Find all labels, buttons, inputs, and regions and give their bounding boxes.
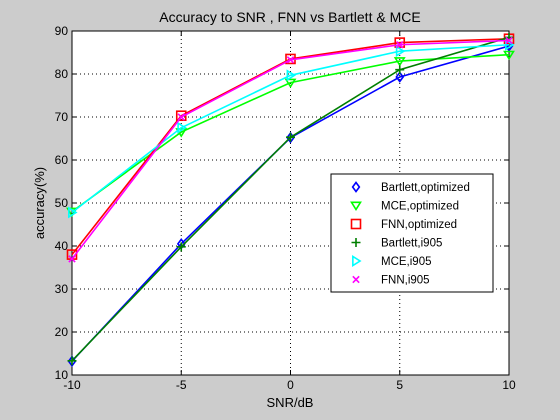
series-bartlett-i905 bbox=[67, 32, 514, 366]
data-point bbox=[395, 45, 406, 58]
legend-entry: FNN,optimized bbox=[350, 218, 457, 231]
data-point bbox=[68, 255, 76, 263]
legend-marker bbox=[351, 181, 361, 193]
legend-label: Bartlett,i905 bbox=[381, 238, 442, 250]
axis-ticks: -10 -5 0 5 10 10 20 30 40 50 60 70 80 90 bbox=[55, 24, 516, 392]
data-point bbox=[505, 38, 515, 51]
legend-label: FNN,i905 bbox=[381, 275, 430, 287]
x-tick-label: 10 bbox=[502, 378, 516, 392]
data-point bbox=[286, 132, 295, 142]
x-tick-label: 5 bbox=[396, 378, 403, 392]
series-group bbox=[66, 32, 515, 368]
chart-title: Accuracy to SNR , FNN vs Bartlett & MCE bbox=[159, 9, 420, 25]
legend-entry: Bartlett,i905 bbox=[351, 238, 442, 250]
data-point bbox=[394, 37, 406, 48]
data-point bbox=[286, 56, 295, 64]
legend-marker bbox=[351, 238, 361, 247]
legend-marker bbox=[352, 255, 362, 267]
data-point bbox=[395, 71, 405, 83]
y-tick-label: 10 bbox=[55, 368, 69, 382]
data-point bbox=[67, 356, 77, 366]
y-tick-label: 90 bbox=[55, 24, 69, 38]
legend-marker bbox=[350, 218, 362, 230]
data-point bbox=[284, 78, 297, 89]
legend-entry: MCE,i905 bbox=[352, 255, 432, 268]
y-tick-label: 30 bbox=[55, 282, 69, 296]
y-tick-label: 40 bbox=[55, 239, 69, 253]
y-tick-label: 60 bbox=[55, 153, 69, 167]
series-mce-i905 bbox=[68, 38, 515, 219]
data-point bbox=[503, 50, 515, 61]
series-fnn-i905 bbox=[68, 36, 513, 263]
data-point bbox=[286, 69, 297, 82]
y-tick-label: 50 bbox=[55, 196, 69, 210]
series-line bbox=[71, 43, 510, 214]
y-tick-label: 20 bbox=[55, 325, 69, 339]
x-tick-label: -5 bbox=[176, 378, 187, 392]
legend-box bbox=[330, 173, 494, 293]
x-tick-label: -10 bbox=[63, 378, 81, 392]
data-point bbox=[67, 355, 77, 368]
legend-label: MCE,optimized bbox=[381, 201, 459, 213]
data-point bbox=[177, 121, 187, 134]
data-point bbox=[395, 65, 405, 75]
legend-label: FNN,optimized bbox=[381, 219, 457, 231]
x-tick-label: 0 bbox=[287, 378, 294, 392]
data-point bbox=[393, 57, 406, 67]
legend-entry: MCE,optimized bbox=[350, 201, 459, 213]
legend-entry: FNN,i905 bbox=[352, 275, 430, 287]
legend: Bartlett,optimized MCE,optimized FNN,optim… bbox=[330, 173, 494, 293]
data-point bbox=[396, 41, 404, 49]
data-point bbox=[505, 36, 513, 45]
data-point bbox=[177, 113, 185, 121]
data-point bbox=[176, 242, 186, 252]
y-tick-label: 80 bbox=[55, 67, 69, 81]
x-axis-label: SNR/dB bbox=[267, 395, 314, 410]
legend-entry: Bartlett,optimized bbox=[351, 181, 470, 194]
legend-marker bbox=[350, 201, 362, 212]
legend-marker bbox=[352, 275, 360, 284]
legend-label: Bartlett,optimized bbox=[381, 182, 470, 194]
data-point bbox=[68, 206, 78, 219]
y-tick-label: 70 bbox=[55, 110, 69, 124]
data-point bbox=[175, 110, 187, 122]
legend-label: MCE,i905 bbox=[381, 256, 432, 268]
y-axis-label: accuracy(%) bbox=[32, 167, 47, 239]
